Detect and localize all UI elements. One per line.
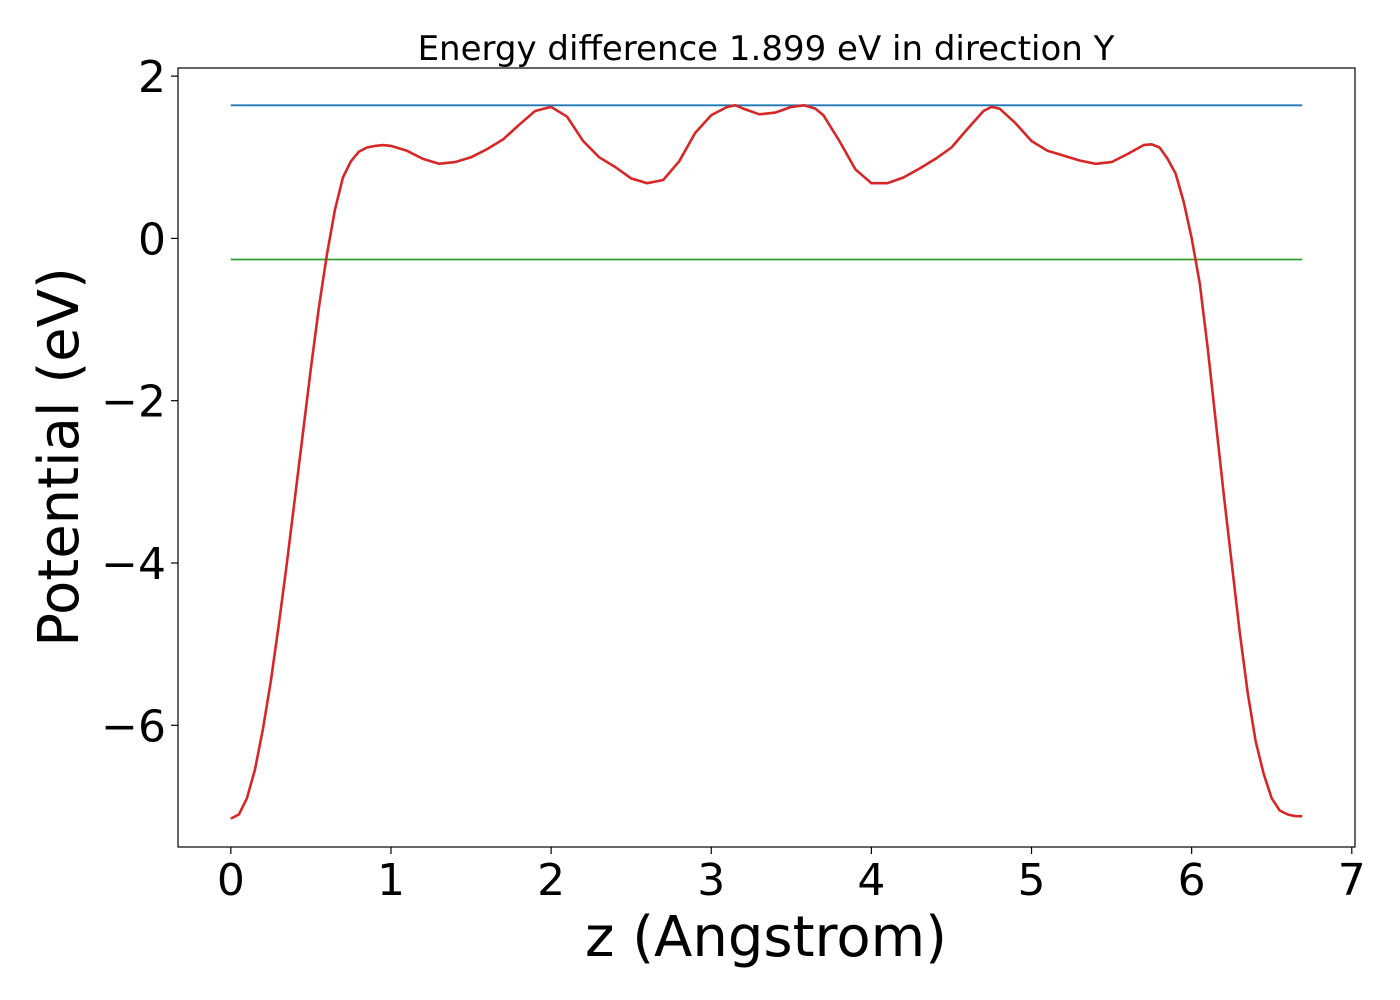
y-ticks: 2 0 −2 −4 −6 [101,52,178,752]
series-layer [230,104,1303,820]
x-tick-label: 7 [1338,855,1366,906]
y-tick-label: −2 [101,377,166,428]
x-tick-label: 4 [857,855,885,906]
y-tick-label: −6 [101,701,166,752]
x-axis-label: z (Angstrom) [585,905,947,970]
x-tick-label: 2 [537,855,565,906]
x-ticks: 0 1 2 3 4 5 6 7 [217,847,1366,906]
x-tick-label: 5 [1018,855,1046,906]
x-tick-label: 3 [697,855,725,906]
plot-frame [177,67,1356,848]
x-tick-label: 0 [217,855,245,906]
x-tick-label: 6 [1178,855,1206,906]
series-line-0 [230,104,1303,820]
chart-title: Energy difference 1.899 eV in direction … [418,29,1115,69]
y-tick-label: −4 [101,539,166,590]
y-tick-label: 0 [138,214,166,265]
y-axis-label: Potential (eV) [27,267,92,647]
x-tick-label: 1 [377,855,405,906]
y-tick-label: 2 [138,52,166,103]
